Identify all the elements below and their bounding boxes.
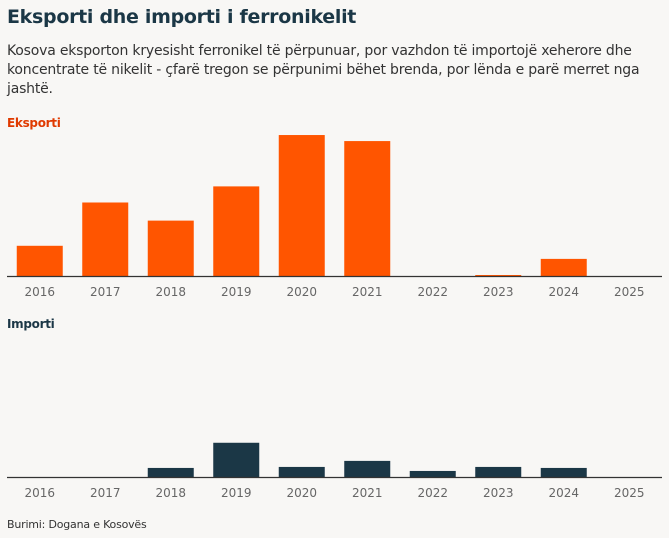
import-tick-label: 2025 [614,486,645,500]
export-tick-label: 2017 [90,285,121,299]
export-bar-2019 [213,186,260,276]
import-bar-2021 [344,460,391,477]
import-tick-label: 2023 [483,486,514,500]
export-tick-label: 2024 [548,285,579,299]
export-chart: 2016 2017 2018 2019 2020 2021 2022 2023 2024 2025 [7,135,662,299]
export-bar-2024 [540,258,587,276]
import-bar-2024 [540,467,587,477]
export-bar-2016 [16,245,63,276]
import-bar-2020 [278,466,325,477]
import-bar-2019 [213,442,260,477]
export-bar-2020 [278,135,325,276]
export-tick-label: 2022 [417,285,448,299]
import-tick-label: 2021 [352,486,383,500]
export-tick-label: 2025 [614,285,645,299]
export-bar-2017 [82,202,129,276]
export-tick-label: 2023 [483,285,514,299]
export-tick-label: 2018 [155,285,186,299]
export-tick-label: 2016 [24,285,55,299]
chart-title: Eksporti dhe importi i ferronikelit [7,6,357,28]
import-chart: 2016 2017 2018 2019 2020 2021 2022 2023 2024 2025 [7,442,662,500]
export-panel-title: Eksporti [7,116,61,130]
import-tick-label: 2018 [155,486,186,500]
import-tick-label: 2019 [221,486,252,500]
source-note: Burimi: Dogana e Kosovës [7,518,147,531]
chart-subtitle: Kosova eksporton kryesisht ferronikel të… [7,43,640,97]
export-bar-2018 [147,220,194,276]
import-tick-label: 2022 [417,486,448,500]
export-tick-label: 2019 [221,285,252,299]
import-tick-label: 2016 [24,486,55,500]
import-tick-label: 2017 [90,486,121,500]
export-tick-label: 2021 [352,285,383,299]
export-bar-2021 [344,141,391,276]
import-bar-2018 [147,467,194,477]
export-tick-label: 2020 [286,285,317,299]
export-bar-2023 [475,274,522,276]
import-panel-title: Importi [7,317,55,331]
import-tick-label: 2020 [286,486,317,500]
import-tick-label: 2024 [548,486,579,500]
import-bar-2022 [409,470,456,477]
import-bar-2023 [475,466,522,477]
